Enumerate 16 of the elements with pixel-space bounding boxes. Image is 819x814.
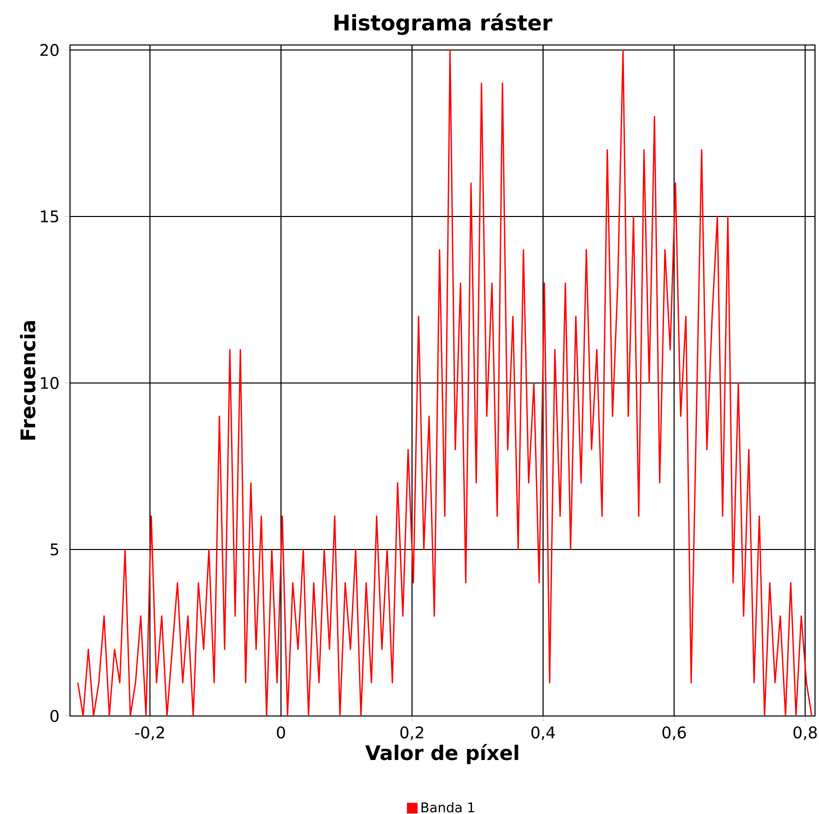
y-tick-label: 5 xyxy=(50,544,58,556)
y-tick-label: 0 xyxy=(50,710,59,722)
chart-title: Histograma ráster xyxy=(334,13,552,35)
x-axis-title: Valor de píxel xyxy=(365,744,518,764)
x-tick-label: -0,2 xyxy=(135,726,164,740)
y-tick-label: 20 xyxy=(40,44,59,56)
x-tick-label: 0,8 xyxy=(793,726,817,740)
x-tick-label: 0,4 xyxy=(531,726,555,740)
legend-label: Banda 1 xyxy=(422,802,474,812)
line-series xyxy=(77,49,812,716)
x-tick-label: 0,2 xyxy=(400,726,424,740)
y-tick-label: 10 xyxy=(41,376,59,390)
x-tick-label: 0 xyxy=(276,726,286,738)
y-axis-title: Frecuencia xyxy=(20,321,36,440)
y-tick-label: 15 xyxy=(41,210,58,222)
x-tick-label: 0,6 xyxy=(662,726,686,740)
